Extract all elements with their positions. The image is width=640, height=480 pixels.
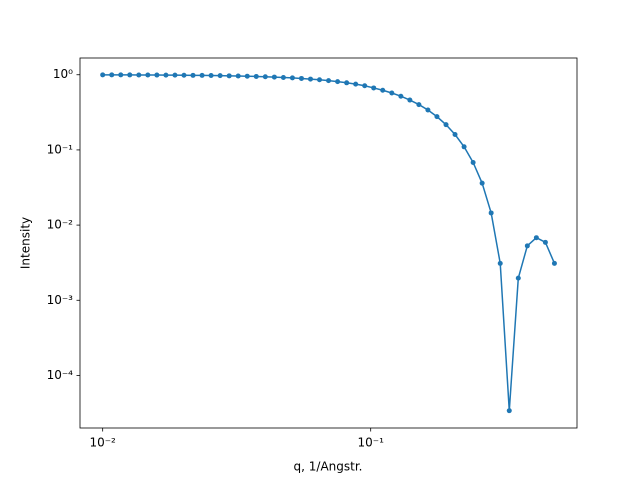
- data-point: [398, 93, 404, 99]
- data-point: [443, 122, 449, 128]
- data-point: [226, 73, 232, 79]
- data-point: [298, 75, 304, 81]
- data-point: [181, 72, 187, 78]
- data-point: [515, 275, 521, 281]
- data-point: [497, 260, 503, 266]
- data-point: [199, 72, 205, 78]
- data-point: [533, 235, 539, 241]
- y-tick-label: 10⁰: [53, 67, 73, 81]
- data-line: [102, 74, 556, 411]
- data-point: [389, 90, 395, 96]
- data-point: [335, 79, 341, 85]
- data-point: [109, 72, 115, 78]
- data-point: [326, 78, 332, 84]
- data-point: [163, 72, 169, 78]
- y-axis-label: Intensity: [19, 217, 33, 269]
- data-point: [217, 73, 223, 79]
- data-point: [461, 144, 467, 150]
- x-axis-label: q, 1/Angstr.: [294, 460, 363, 474]
- data-point: [280, 74, 286, 80]
- y-tick-label: 10⁻³: [47, 293, 74, 307]
- data-point: [262, 74, 268, 80]
- data-point: [317, 77, 323, 83]
- data-point: [542, 239, 548, 245]
- y-tick-label: 10⁻²: [47, 218, 74, 232]
- data-point: [488, 210, 494, 216]
- data-point: [380, 87, 386, 93]
- data-point: [371, 85, 377, 91]
- data-point: [190, 72, 196, 78]
- y-tick-label: 10⁻⁴: [47, 368, 74, 382]
- data-point: [136, 72, 142, 78]
- data-point: [407, 97, 413, 103]
- data-point: [235, 73, 241, 79]
- data-point: [416, 102, 422, 108]
- data-point: [145, 72, 151, 78]
- y-tick-label: 10⁻¹: [47, 142, 74, 156]
- data-point: [289, 75, 295, 81]
- data-point: [118, 72, 124, 78]
- data-point: [172, 72, 178, 78]
- x-tick-label: 10⁻¹: [357, 436, 384, 450]
- x-tick-label: 10⁻²: [89, 436, 116, 450]
- data-point: [362, 83, 368, 89]
- data-point: [271, 74, 277, 80]
- data-point: [307, 76, 313, 82]
- data-point: [244, 73, 250, 79]
- data-point: [524, 243, 530, 249]
- data-point: [506, 408, 512, 414]
- data-point: [425, 107, 431, 113]
- data-point: [154, 72, 160, 78]
- data-point: [470, 160, 476, 166]
- data-point: [353, 81, 359, 87]
- data-point: [551, 260, 557, 266]
- data-point: [452, 132, 458, 138]
- data-point: [479, 180, 485, 186]
- data-point: [344, 80, 350, 86]
- data-point: [127, 72, 133, 78]
- data-point: [100, 72, 106, 78]
- data-point: [253, 73, 259, 79]
- data-point: [208, 73, 214, 79]
- axes-frame: [79, 57, 578, 429]
- data-point: [434, 114, 440, 120]
